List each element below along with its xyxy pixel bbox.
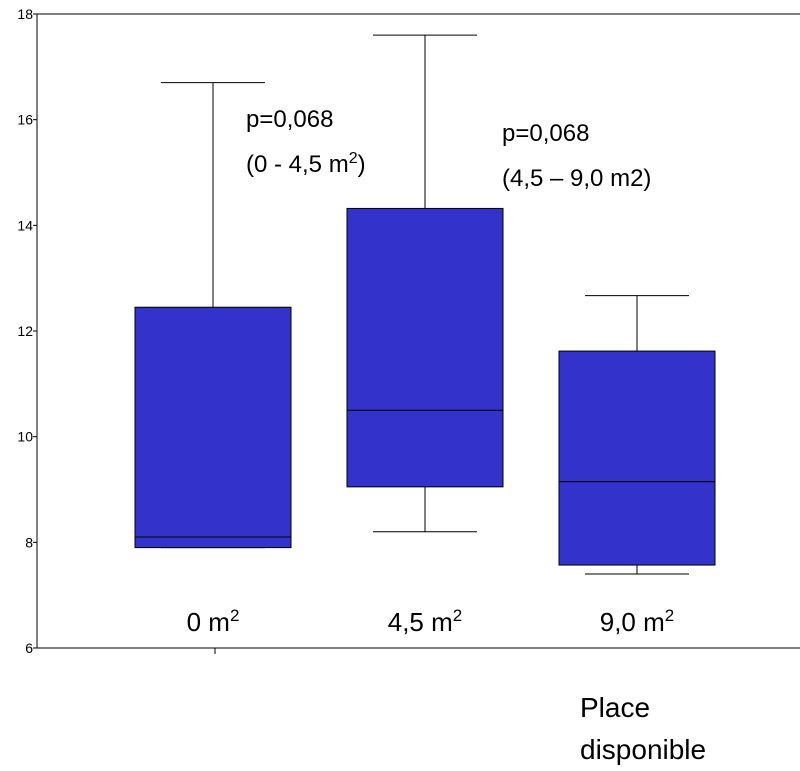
annotation-1-range: (0 - 4,5 m [246,151,349,178]
boxes [134,34,716,575]
y-ticks: 6 8 10 12 14 16 18 [17,6,37,656]
category-labels: 0 m2 4,5 m2 9,0 m2 [187,606,675,637]
box-2 [346,34,504,533]
box-3 [558,295,716,575]
box-iqr [558,350,716,566]
x-axis-title-line1: Place [580,692,650,723]
box-1 [134,82,292,549]
x-axis-title-line2: disponible [580,734,706,765]
y-tick-label: 12 [17,323,33,339]
y-tick-label: 16 [17,112,33,128]
annotation-2-line1: p=0,068 [502,120,589,147]
y-tick-label: 14 [17,217,33,233]
y-tick-label: 6 [25,640,33,656]
y-tick-label: 8 [25,534,33,550]
category-label: 9,0 m2 [600,606,675,637]
annotation-1-line1: p=0,068 [246,106,333,133]
annotation-1-close: ) [358,151,366,178]
category-label: 0 m2 [187,606,240,637]
annotation-1-superscript: 2 [349,150,358,167]
y-tick-label: 10 [17,429,33,445]
category-label: 4,5 m2 [388,606,463,637]
y-tick-label: 18 [17,6,33,22]
annotation-2-line2: (4,5 – 9,0 m2) [502,165,651,192]
box-iqr [134,306,292,549]
box-iqr [346,207,504,488]
annotation-1-line2: (0 - 4,5 m2) [246,150,366,178]
